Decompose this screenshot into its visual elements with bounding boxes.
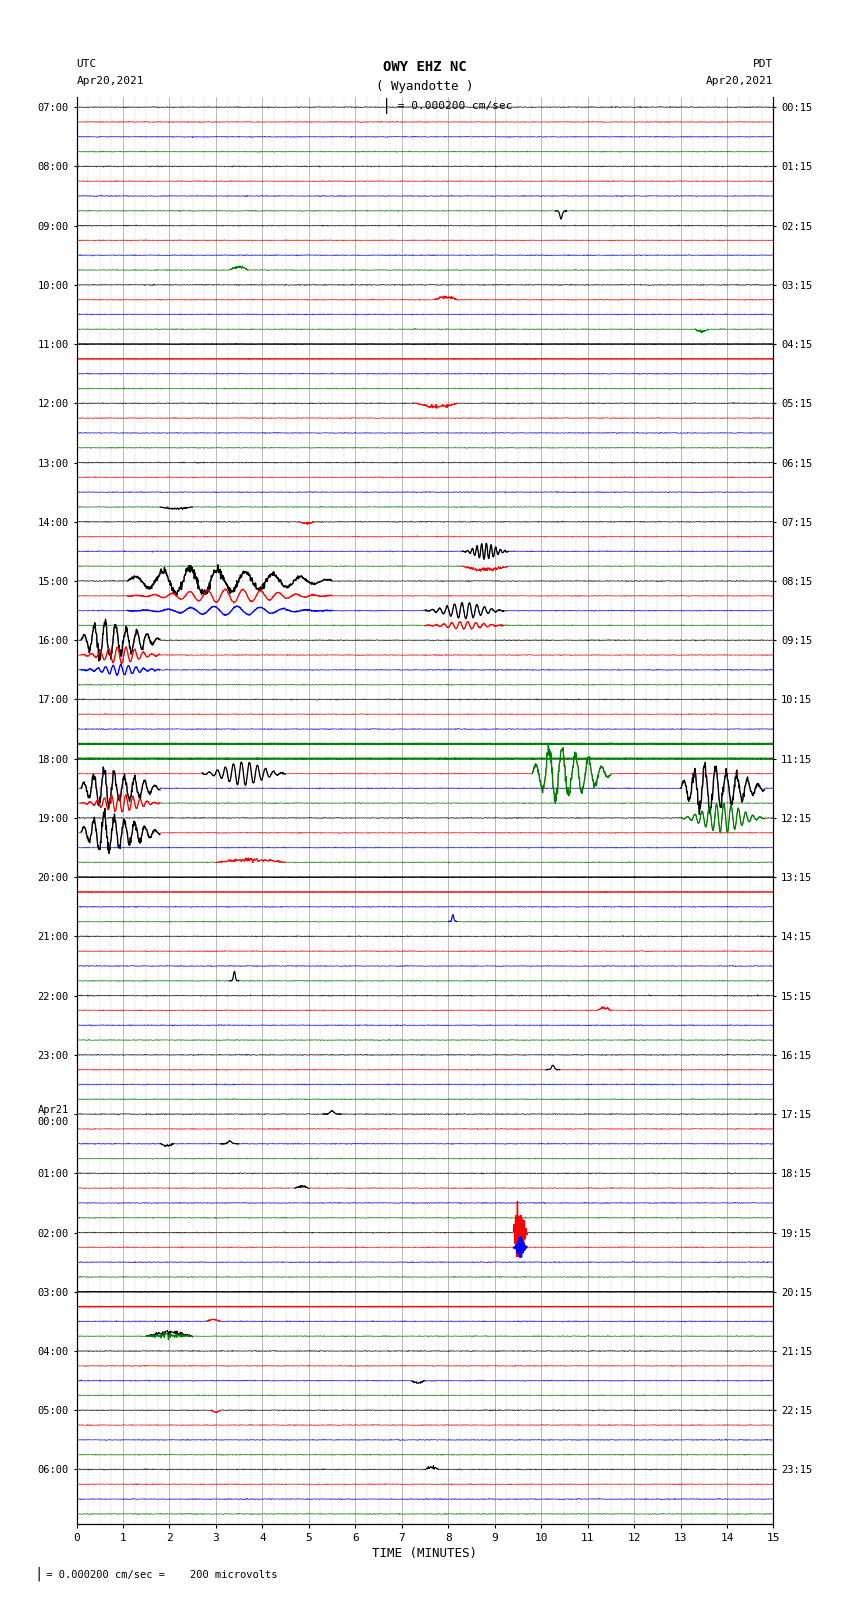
Text: Apr20,2021: Apr20,2021: [706, 76, 774, 85]
Text: = 0.000200 cm/sec: = 0.000200 cm/sec: [391, 102, 513, 111]
X-axis label: TIME (MINUTES): TIME (MINUTES): [372, 1547, 478, 1560]
Text: = 0.000200 cm/sec =    200 microvolts: = 0.000200 cm/sec = 200 microvolts: [40, 1569, 277, 1579]
Text: |: |: [382, 98, 391, 115]
Text: OWY EHZ NC: OWY EHZ NC: [383, 60, 467, 74]
Text: |: |: [34, 1566, 42, 1581]
Text: UTC: UTC: [76, 60, 97, 69]
Text: PDT: PDT: [753, 60, 774, 69]
Text: ( Wyandotte ): ( Wyandotte ): [377, 79, 473, 94]
Text: Apr20,2021: Apr20,2021: [76, 76, 144, 85]
